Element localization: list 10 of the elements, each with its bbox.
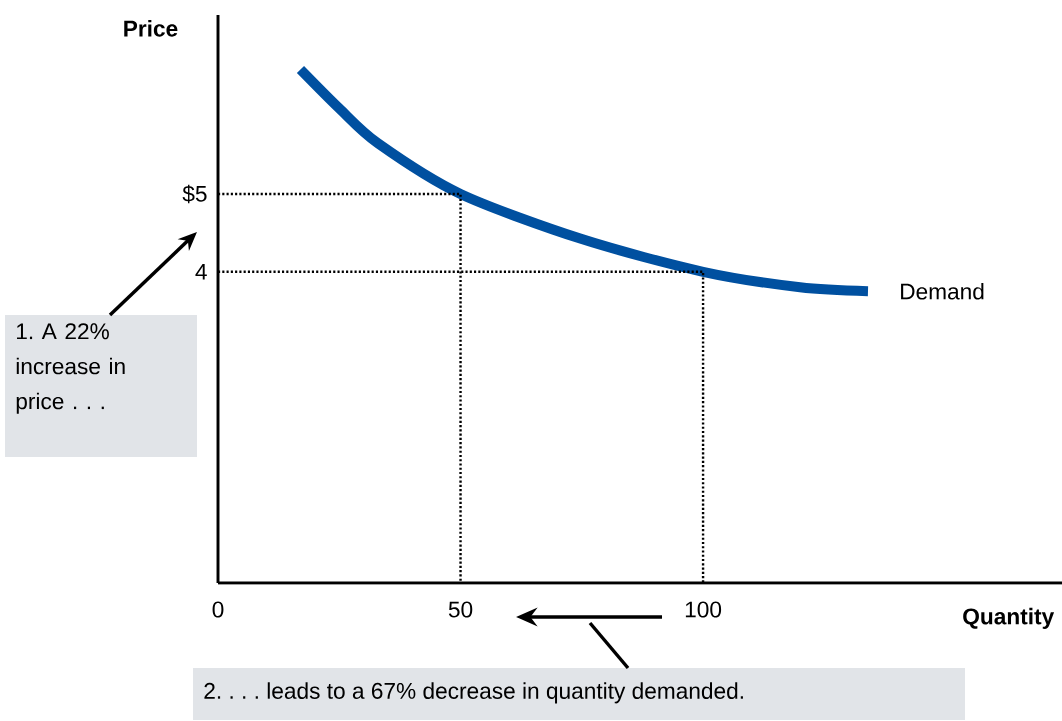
- x-axis-title: Quantity: [963, 607, 1055, 629]
- y-tick-label: $5: [182, 184, 207, 204]
- x-tick-label: 100: [685, 601, 722, 618]
- text: 1. A 22% increase in price . . .: [16, 323, 125, 414]
- y-tick-label: 4: [195, 263, 207, 280]
- x-tick-label: 0: [212, 601, 224, 618]
- x-tick-label: 50: [448, 601, 473, 618]
- series-label: Demand: [901, 282, 984, 300]
- y-axis-title: Price: [124, 19, 178, 37]
- text: 2. . . . leads to a 67% decrease in quantity demanded.: [204, 682, 743, 704]
